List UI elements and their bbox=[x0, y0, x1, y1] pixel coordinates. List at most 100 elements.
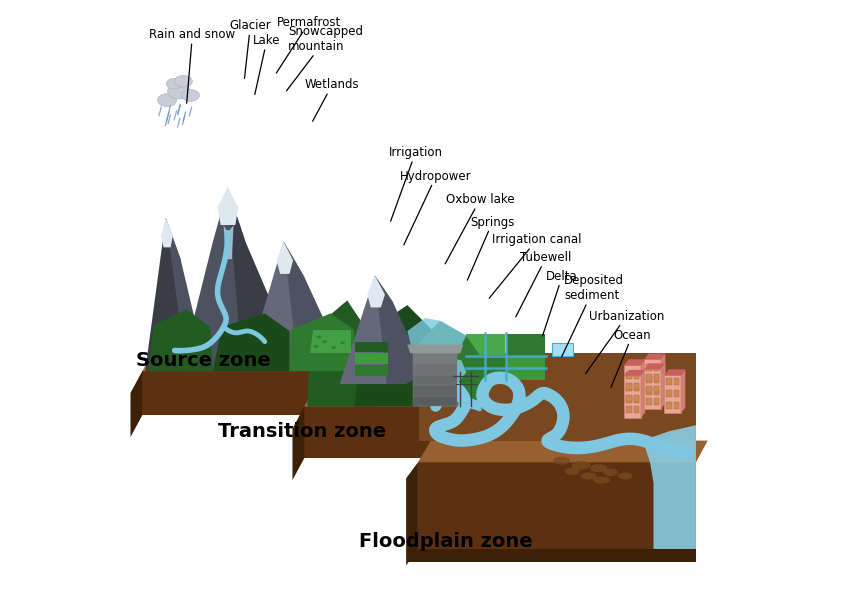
Text: Deposited
sediment: Deposited sediment bbox=[562, 274, 624, 357]
Polygon shape bbox=[355, 365, 388, 376]
Polygon shape bbox=[131, 371, 142, 437]
Ellipse shape bbox=[572, 461, 591, 470]
Polygon shape bbox=[224, 225, 234, 259]
Polygon shape bbox=[413, 321, 487, 406]
Ellipse shape bbox=[316, 336, 321, 338]
Polygon shape bbox=[644, 363, 666, 369]
Polygon shape bbox=[654, 374, 659, 381]
Polygon shape bbox=[673, 402, 679, 409]
Polygon shape bbox=[626, 395, 632, 402]
Ellipse shape bbox=[478, 400, 484, 404]
Polygon shape bbox=[644, 369, 660, 409]
Text: Hydropower: Hydropower bbox=[400, 170, 472, 245]
Polygon shape bbox=[647, 388, 652, 395]
Polygon shape bbox=[644, 359, 660, 399]
Ellipse shape bbox=[618, 472, 632, 479]
Ellipse shape bbox=[174, 75, 192, 87]
Polygon shape bbox=[304, 384, 491, 406]
Polygon shape bbox=[304, 406, 478, 458]
Text: Snowcapped
mountain: Snowcapped mountain bbox=[286, 25, 363, 91]
Ellipse shape bbox=[565, 468, 580, 475]
Ellipse shape bbox=[476, 408, 482, 411]
Text: Lake: Lake bbox=[253, 34, 280, 94]
Polygon shape bbox=[276, 241, 293, 274]
Text: Wetlands: Wetlands bbox=[305, 78, 360, 121]
Polygon shape bbox=[647, 364, 652, 371]
Polygon shape bbox=[626, 372, 632, 379]
Text: Transition zone: Transition zone bbox=[218, 422, 386, 441]
Polygon shape bbox=[407, 549, 696, 562]
Polygon shape bbox=[162, 218, 173, 247]
Ellipse shape bbox=[481, 404, 487, 409]
Polygon shape bbox=[407, 345, 463, 353]
Ellipse shape bbox=[581, 472, 597, 479]
Ellipse shape bbox=[157, 94, 177, 107]
Polygon shape bbox=[626, 384, 632, 391]
Ellipse shape bbox=[553, 456, 570, 465]
Text: Urbanization: Urbanization bbox=[586, 310, 664, 373]
Polygon shape bbox=[142, 371, 343, 415]
Polygon shape bbox=[355, 353, 388, 364]
Text: Irrigation canal: Irrigation canal bbox=[490, 233, 581, 298]
Polygon shape bbox=[424, 356, 467, 384]
Polygon shape bbox=[355, 342, 388, 352]
Polygon shape bbox=[654, 386, 659, 393]
Polygon shape bbox=[664, 369, 685, 375]
Polygon shape bbox=[419, 353, 696, 441]
Text: Glacier: Glacier bbox=[230, 19, 271, 78]
Polygon shape bbox=[654, 398, 659, 405]
Polygon shape bbox=[413, 385, 457, 396]
Text: Rain and snow: Rain and snow bbox=[150, 28, 235, 103]
Polygon shape bbox=[641, 370, 645, 418]
Polygon shape bbox=[647, 386, 652, 393]
Polygon shape bbox=[633, 372, 639, 379]
Polygon shape bbox=[641, 359, 645, 408]
Polygon shape bbox=[660, 353, 666, 399]
Ellipse shape bbox=[167, 78, 182, 89]
Text: Source zone: Source zone bbox=[136, 351, 271, 370]
Ellipse shape bbox=[322, 340, 327, 343]
Polygon shape bbox=[654, 376, 659, 383]
Polygon shape bbox=[218, 187, 238, 225]
Text: Springs: Springs bbox=[468, 216, 515, 280]
Polygon shape bbox=[284, 241, 340, 371]
Polygon shape bbox=[413, 353, 457, 364]
Ellipse shape bbox=[167, 84, 190, 99]
Ellipse shape bbox=[332, 346, 336, 349]
Polygon shape bbox=[507, 356, 545, 380]
Polygon shape bbox=[626, 396, 632, 403]
Polygon shape bbox=[644, 353, 666, 359]
Polygon shape bbox=[666, 390, 672, 397]
Polygon shape bbox=[673, 390, 679, 397]
Polygon shape bbox=[666, 402, 672, 409]
Ellipse shape bbox=[592, 477, 610, 484]
Polygon shape bbox=[633, 396, 639, 403]
Polygon shape bbox=[633, 395, 639, 402]
Text: Permafrost: Permafrost bbox=[276, 16, 341, 73]
Polygon shape bbox=[418, 441, 708, 462]
Text: Ocean: Ocean bbox=[611, 329, 651, 388]
Polygon shape bbox=[213, 313, 290, 371]
Polygon shape bbox=[413, 396, 457, 406]
Polygon shape bbox=[413, 364, 457, 375]
Polygon shape bbox=[654, 364, 659, 371]
Polygon shape bbox=[290, 313, 354, 371]
Polygon shape bbox=[148, 309, 213, 371]
Polygon shape bbox=[307, 300, 375, 406]
Ellipse shape bbox=[182, 90, 200, 101]
Polygon shape bbox=[406, 462, 418, 565]
Polygon shape bbox=[654, 388, 659, 395]
Polygon shape bbox=[340, 276, 406, 384]
Polygon shape bbox=[418, 462, 696, 549]
Polygon shape bbox=[292, 406, 304, 480]
Ellipse shape bbox=[603, 469, 618, 476]
Polygon shape bbox=[624, 376, 641, 418]
Polygon shape bbox=[624, 359, 645, 365]
Text: Floodplain zone: Floodplain zone bbox=[359, 532, 533, 551]
Polygon shape bbox=[660, 363, 666, 409]
Polygon shape bbox=[626, 383, 632, 390]
Polygon shape bbox=[647, 374, 652, 381]
Polygon shape bbox=[367, 276, 385, 307]
Ellipse shape bbox=[314, 345, 319, 348]
Polygon shape bbox=[507, 334, 545, 355]
